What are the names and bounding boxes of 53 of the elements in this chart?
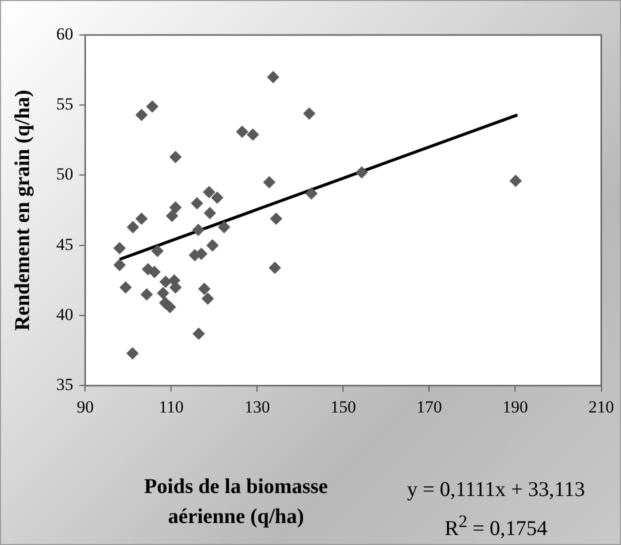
y-tick-label: 35 [56, 375, 74, 394]
point [263, 176, 276, 188]
y-tick-label: 60 [56, 24, 74, 44]
y-tick-label: 55 [56, 94, 74, 114]
point [157, 287, 170, 300]
point [114, 258, 126, 271]
point [510, 174, 522, 187]
point [192, 328, 205, 340]
point [151, 244, 164, 257]
point [170, 151, 182, 164]
x-tick-label: 190 [502, 397, 528, 416]
point [148, 266, 160, 278]
x-tick-label: 90 [76, 397, 94, 416]
point [198, 282, 210, 295]
point [136, 212, 148, 225]
x-tick-label: 170 [416, 397, 442, 416]
point [267, 71, 280, 84]
point [211, 192, 224, 204]
text: y = 0,1111x + 33,113 [406, 476, 586, 503]
x-axis-title: Poids de la biomasse aérienne (q/ha) [143, 473, 329, 530]
text: R$^{2}$ = 0,1754 [444, 510, 548, 542]
point [305, 187, 318, 200]
point [126, 347, 139, 360]
point [126, 221, 139, 234]
y-axis-title: Rendement en grain (q/ha) [10, 90, 34, 331]
point [114, 242, 126, 254]
point [218, 221, 230, 234]
point [356, 166, 368, 178]
y-tick-label: 45 [56, 234, 74, 254]
point [268, 262, 281, 274]
point [246, 128, 259, 141]
point [170, 201, 182, 214]
point [236, 126, 248, 138]
point [160, 276, 172, 288]
point [140, 288, 153, 300]
point [146, 100, 158, 113]
point [204, 207, 216, 220]
point [206, 239, 218, 252]
x-tick-label: 210 [588, 397, 614, 416]
point [303, 108, 316, 120]
point [120, 281, 132, 294]
point [192, 224, 204, 236]
point [191, 197, 204, 210]
point [202, 292, 214, 305]
point [203, 186, 216, 198]
x-tick-label: 130 [244, 397, 270, 416]
x-tick-label: 150 [330, 397, 356, 416]
point [136, 108, 148, 121]
x-tick-label: 110 [158, 397, 184, 416]
point [270, 212, 282, 225]
y-tick-label: 40 [56, 304, 74, 324]
point [166, 210, 178, 222]
y-tick-label: 50 [56, 164, 74, 184]
